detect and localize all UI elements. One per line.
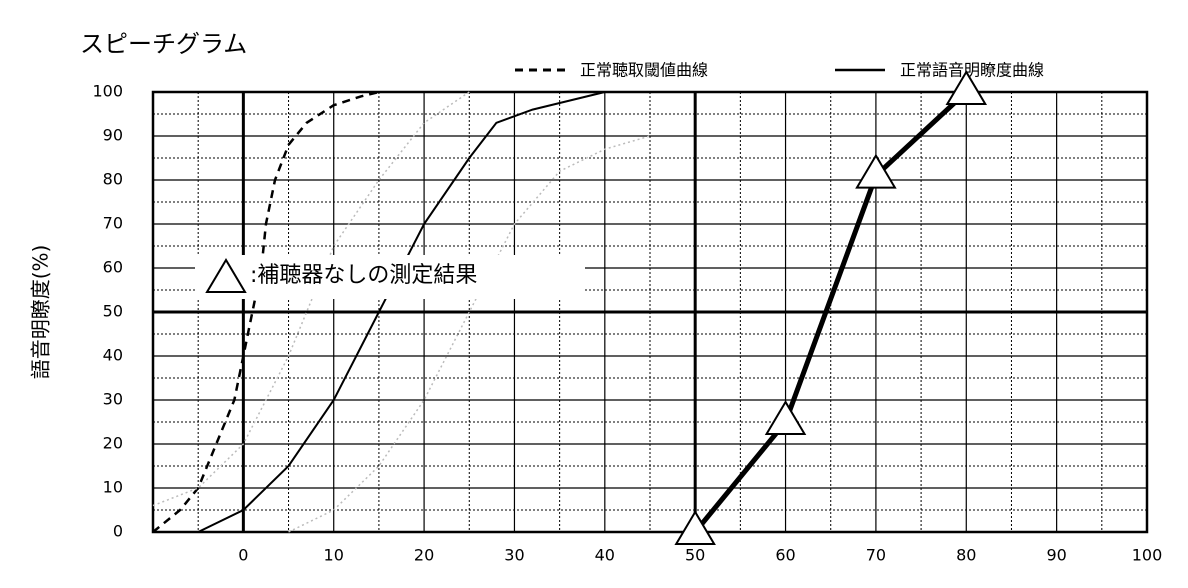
- x-tick-label: 60: [775, 546, 795, 565]
- x-tick-label: 10: [324, 546, 344, 565]
- triangle-marker: [945, 70, 988, 105]
- y-tick-label: 80: [103, 170, 123, 189]
- legend-box: [195, 255, 585, 299]
- x-tick-label: 90: [1046, 546, 1066, 565]
- y-tick-label: 100: [92, 82, 123, 101]
- y-axis-label: 語音明瞭度(%): [29, 245, 53, 380]
- x-tick-label: 30: [504, 546, 524, 565]
- x-tick-label: 0: [238, 546, 248, 565]
- y-tick-label: 50: [103, 302, 123, 321]
- x-tick-label: 100: [1132, 546, 1163, 565]
- x-tick-label: 70: [866, 546, 886, 565]
- y-tick-label: 30: [103, 390, 123, 409]
- triangle-marker: [855, 153, 897, 189]
- y-tick-label: 90: [103, 126, 123, 145]
- y-tick-label: 0: [113, 522, 123, 541]
- x-tick-label: 80: [956, 546, 976, 565]
- legend-label: 正常語音明瞭度曲線: [900, 61, 1044, 80]
- y-tick-label: 10: [103, 478, 123, 497]
- x-tick-label: 40: [595, 546, 615, 565]
- x-tick-label: 50: [685, 546, 705, 565]
- y-tick-label: 70: [103, 214, 123, 233]
- legend-label: 正常聴取閾値曲線: [580, 61, 708, 80]
- y-tick-label: 40: [103, 346, 123, 365]
- triangle-marker: [764, 400, 807, 435]
- x-tick-label: 20: [414, 546, 434, 565]
- triangle-marker: [674, 510, 716, 545]
- data-line: [152, 91, 470, 507]
- y-tick-label: 60: [103, 258, 123, 277]
- data-line: [288, 135, 651, 533]
- chart-title: スピーチグラム: [80, 30, 247, 58]
- data-line: [693, 90, 968, 534]
- legend-label: :補聴器なしの測定結果: [250, 263, 477, 288]
- y-tick-label: 20: [103, 434, 123, 453]
- legend-marker: [205, 258, 247, 293]
